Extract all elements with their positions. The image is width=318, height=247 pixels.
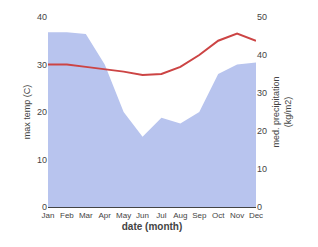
svg-text:max temp (C): max temp (C) bbox=[22, 85, 32, 140]
svg-text:0: 0 bbox=[42, 202, 47, 212]
svg-text:Mar: Mar bbox=[79, 211, 93, 220]
svg-text:May: May bbox=[116, 211, 131, 220]
svg-text:Jun: Jun bbox=[136, 211, 149, 220]
svg-text:Apr: Apr bbox=[99, 211, 112, 220]
svg-text:50: 50 bbox=[257, 12, 267, 22]
svg-text:40: 40 bbox=[37, 12, 47, 22]
svg-text:40: 40 bbox=[257, 50, 267, 60]
svg-text:30: 30 bbox=[257, 88, 267, 98]
svg-text:10: 10 bbox=[37, 155, 47, 165]
svg-text:Aug: Aug bbox=[173, 211, 187, 220]
svg-text:Dec: Dec bbox=[249, 211, 263, 220]
svg-text:Sep: Sep bbox=[192, 211, 207, 220]
svg-text:Jul: Jul bbox=[156, 211, 166, 220]
svg-text:20: 20 bbox=[37, 107, 47, 117]
svg-text:Jan: Jan bbox=[42, 211, 55, 220]
svg-text:date (month): date (month) bbox=[122, 221, 183, 232]
svg-text:10: 10 bbox=[257, 164, 267, 174]
svg-text:20: 20 bbox=[257, 126, 267, 136]
svg-text:Feb: Feb bbox=[60, 211, 74, 220]
svg-text:med. precipitation(kg/m2): med. precipitation(kg/m2) bbox=[271, 76, 293, 147]
svg-text:Oct: Oct bbox=[212, 211, 225, 220]
svg-text:Nov: Nov bbox=[230, 211, 244, 220]
svg-text:0: 0 bbox=[257, 202, 262, 212]
svg-text:30: 30 bbox=[37, 60, 47, 70]
